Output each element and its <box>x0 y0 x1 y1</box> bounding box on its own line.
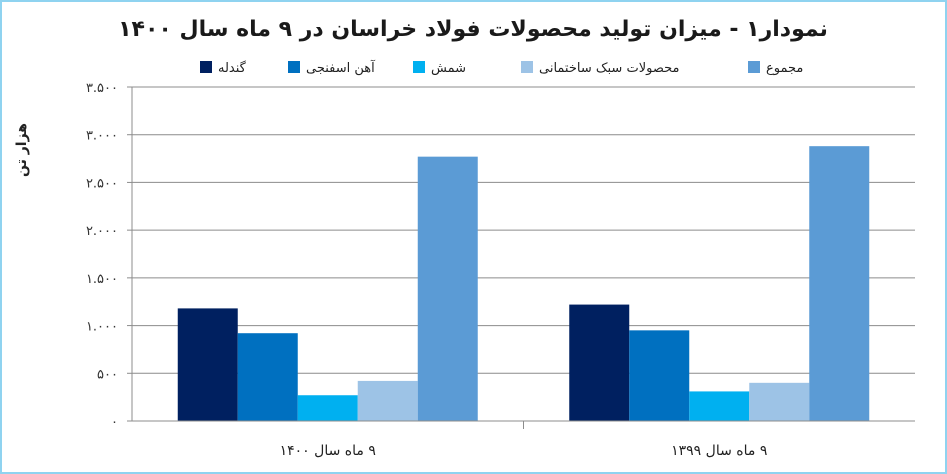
legend: گندله آهن اسفنجی شمش محصولات سبک ساختمانی مج… <box>200 59 803 76</box>
y-tick-label: ۵۰۰ <box>97 367 118 382</box>
legend-label: مجموع <box>766 61 803 76</box>
legend-swatch <box>288 61 300 73</box>
bar-2-category-1 <box>237 333 298 421</box>
legend-label: آهن اسفنجی <box>306 59 376 76</box>
bar-3-category-2 <box>689 391 750 421</box>
bar-3-category-1 <box>297 395 358 421</box>
bar-1-category-2 <box>569 304 630 421</box>
x-axis-categories: ۹ ماه سال ۱۴۰۰ ۹ ماه سال ۱۳۹۹ <box>280 443 768 459</box>
y-tick-label: ۱.۵۰۰ <box>86 272 118 287</box>
bar-4-category-2 <box>749 382 810 421</box>
y-tick-label: ۲.۵۰۰ <box>86 176 118 191</box>
y-tick-label: ۳.۰۰۰ <box>86 129 118 144</box>
bars <box>177 146 870 422</box>
bar-2-category-2 <box>629 330 690 421</box>
y-tick-label: ۲.۰۰۰ <box>86 224 118 239</box>
legend-swatch <box>748 61 760 73</box>
bar-5-category-1 <box>417 156 478 422</box>
bar-1-category-1 <box>177 308 238 421</box>
axes <box>131 87 915 429</box>
legend-label: محصولات سبک ساختمانی <box>539 61 679 76</box>
legend-label: گندله <box>218 60 247 76</box>
legend-swatch <box>521 61 533 73</box>
y-tick-label: ۰ <box>111 415 118 430</box>
y-axis-ticks: ۰ ۵۰۰ ۱.۰۰۰ ۱.۵۰۰ ۲.۰۰۰ ۲.۵۰۰ ۳.۰۰۰ ۳.۵۰۰ <box>86 81 118 430</box>
chart-title: نمودار۱ - میزان تولید محصولات فولاد خراس… <box>118 17 828 42</box>
y-axis-label: هزار تن <box>14 123 30 177</box>
y-tick-label: ۱.۰۰۰ <box>86 320 118 335</box>
legend-swatch <box>413 61 425 73</box>
legend-swatch <box>200 61 212 73</box>
y-tick-label: ۳.۵۰۰ <box>86 81 118 96</box>
x-category-label: ۹ ماه سال ۱۴۰۰ <box>280 443 376 459</box>
legend-label: شمش <box>431 61 466 76</box>
bar-4-category-1 <box>357 380 418 421</box>
x-category-label: ۹ ماه سال ۱۳۹۹ <box>671 443 767 459</box>
bar-5-category-2 <box>809 146 870 421</box>
